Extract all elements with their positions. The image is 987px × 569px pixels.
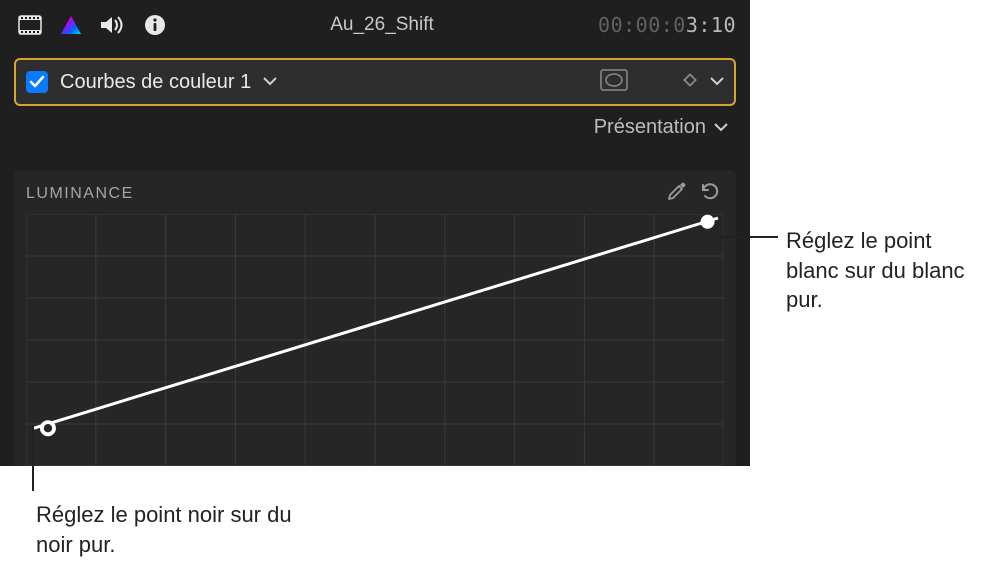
curve-title: LUMINANCE [26, 185, 134, 203]
info-circle-icon[interactable] [144, 14, 166, 36]
effect-header[interactable]: Courbes de couleur 1 [14, 58, 736, 106]
curve-grid[interactable] [26, 214, 724, 466]
color-inspector-icon[interactable] [60, 15, 82, 35]
curve-header: LUMINANCE [14, 170, 736, 215]
keyframe-dropdown-icon[interactable] [710, 73, 724, 91]
mask-icon[interactable] [600, 69, 628, 96]
inspector-panel: Au_26_Shift 00:00:03:10 Courbes de coule… [0, 0, 750, 466]
effect-name: Courbes de couleur 1 [60, 71, 251, 94]
luminance-curve-panel: LUMINANCE [14, 170, 736, 466]
clip-title: Au_26_Shift [330, 14, 434, 36]
reset-icon[interactable] [698, 180, 720, 207]
effect-dropdown-icon[interactable] [263, 73, 277, 91]
callout-black-point: Réglez le point noir sur du noir pur. [36, 500, 296, 559]
callout-leader-white [718, 236, 778, 238]
effect-enable-checkbox[interactable] [26, 71, 48, 93]
timecode: 00:00:03:10 [598, 13, 736, 37]
inspector-toolbar: Au_26_Shift 00:00:03:10 [0, 0, 750, 50]
eyedropper-icon[interactable] [666, 180, 688, 207]
view-menu-label[interactable]: Présentation [594, 116, 706, 139]
view-dropdown-icon[interactable] [714, 119, 728, 137]
callout-white-point: Réglez le point blanc sur du blanc pur. [786, 226, 976, 315]
timecode-leading: 00:00:0 [598, 13, 686, 37]
callout-leader-black [32, 425, 34, 491]
video-inspector-icon[interactable] [18, 15, 42, 35]
timecode-value: 3:10 [686, 13, 736, 37]
volume-icon[interactable] [100, 15, 126, 35]
view-menu-row: Présentation [0, 106, 750, 139]
keyframe-icon[interactable] [682, 72, 698, 93]
